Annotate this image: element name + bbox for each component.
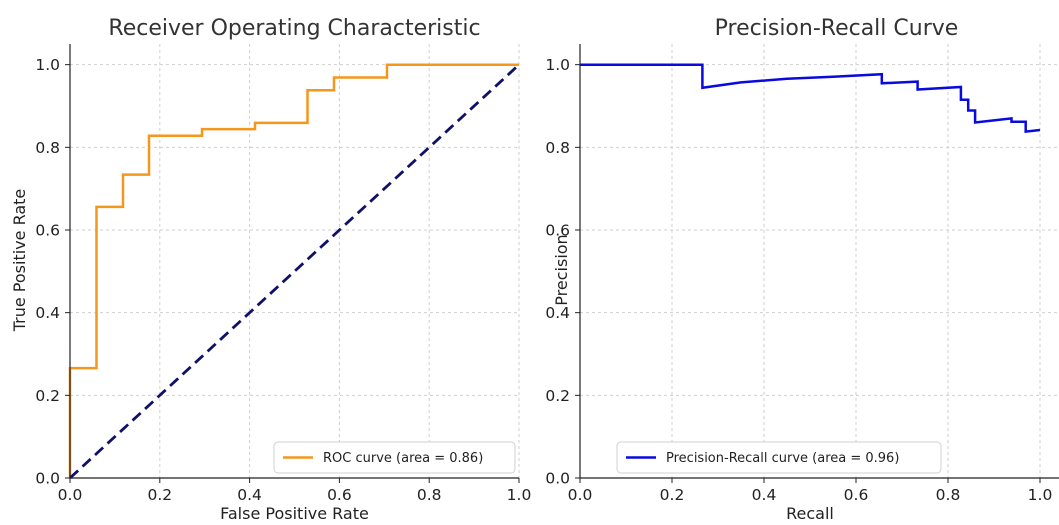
pr-y-tick-label: 0.4 bbox=[545, 304, 570, 322]
roc-x-tick-label: 1.0 bbox=[507, 486, 532, 504]
pr-legend-label: Precision-Recall curve (area = 0.96) bbox=[666, 451, 899, 466]
pr-curve-line bbox=[580, 63, 1041, 133]
roc-y-tick-label: 1.0 bbox=[35, 56, 60, 74]
pr-axes bbox=[579, 44, 1059, 479]
pr-chart: Precision-Recall Curve 0.0 0.2 0.4 0.6 0.8 1.… bbox=[545, 16, 1059, 523]
pr-x-axis-label: Recall bbox=[786, 504, 834, 523]
roc-x-tick-label: 0.2 bbox=[147, 486, 172, 504]
pr-title: Precision-Recall Curve bbox=[715, 16, 959, 41]
pr-y-tick-label: 0.0 bbox=[545, 470, 570, 488]
roc-y-tick-label: 0.8 bbox=[35, 139, 60, 157]
pr-y-tick-label: 0.8 bbox=[545, 139, 570, 157]
roc-x-tick-label: 0.4 bbox=[237, 486, 262, 504]
roc-y-tick-label: 0.4 bbox=[35, 304, 60, 322]
roc-ticks: 0.0 0.2 0.4 0.6 0.8 1.0 0.0 0.2 0.4 0.6 0.8 1.0 bbox=[35, 56, 531, 504]
roc-legend-box bbox=[273, 441, 516, 474]
pr-series-layer bbox=[580, 63, 1041, 133]
roc-axes bbox=[69, 44, 519, 479]
pr-y-tick-label: 0.6 bbox=[545, 222, 570, 240]
roc-title: Receiver Operating Characteristic bbox=[108, 16, 480, 41]
pr-y-tick-label: 1.0 bbox=[545, 56, 570, 74]
roc-grid bbox=[70, 44, 520, 478]
roc-curve-line bbox=[68, 63, 519, 478]
roc-y-axis-label: True Positive Rate bbox=[10, 189, 29, 333]
roc-y-tick-label: 0.0 bbox=[35, 470, 60, 488]
roc-y-tick-label: 0.6 bbox=[35, 222, 60, 240]
roc-x-axis-label: False Positive Rate bbox=[220, 504, 369, 523]
roc-x-tick-label: 0.6 bbox=[327, 486, 352, 504]
roc-y-tick-label: 0.2 bbox=[35, 387, 60, 405]
pr-legend-box bbox=[616, 441, 942, 474]
roc-chart: Receiver Operating Characteristic 0.0 0.2… bbox=[10, 16, 531, 523]
roc-series-layer bbox=[68, 63, 520, 480]
pr-ticks: 0.0 0.2 0.4 0.6 0.8 1.0 0.0 0.2 0.4 0.6 0.8 1.0 bbox=[545, 56, 1052, 504]
pr-x-tick-label: 0.8 bbox=[936, 486, 961, 504]
roc-legend-label: ROC curve (area = 0.86) bbox=[323, 451, 483, 466]
roc-x-tick-label: 0.8 bbox=[417, 486, 442, 504]
roc-chance-line bbox=[69, 63, 520, 480]
pr-x-tick-label: 1.0 bbox=[1028, 486, 1053, 504]
pr-y-tick-label: 0.2 bbox=[545, 387, 570, 405]
pr-x-tick-label: 0.4 bbox=[752, 486, 777, 504]
pr-x-tick-label: 0.2 bbox=[660, 486, 685, 504]
roc-x-tick-label: 0.0 bbox=[58, 486, 83, 504]
pr-y-axis-label: Precision bbox=[552, 234, 571, 305]
pr-x-tick-label: 0.6 bbox=[844, 486, 869, 504]
pr-legend: Precision-Recall curve (area = 0.96) bbox=[616, 441, 942, 474]
pr-grid bbox=[580, 44, 1059, 478]
pr-x-tick-label: 0.0 bbox=[568, 486, 593, 504]
roc-legend: ROC curve (area = 0.86) bbox=[273, 441, 516, 474]
